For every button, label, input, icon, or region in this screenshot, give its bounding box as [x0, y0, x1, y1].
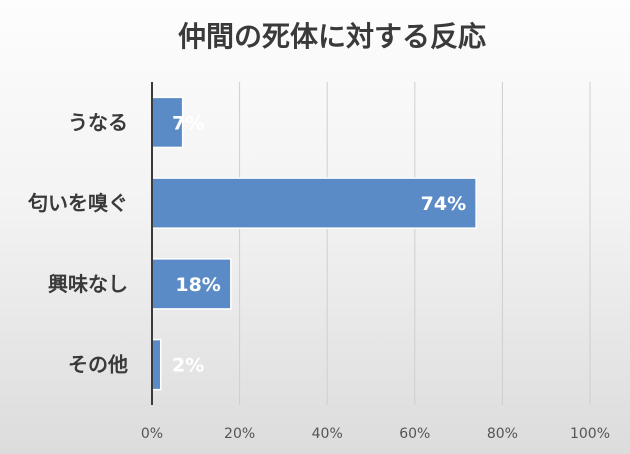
bar	[151, 338, 162, 391]
x-tick-label: 0%	[141, 426, 163, 442]
x-tick-label: 40%	[312, 426, 343, 442]
data-labels: 7% 74% 18% 2%	[172, 112, 466, 376]
category-label: 匂いを嗅ぐ	[27, 191, 128, 215]
data-label: 7%	[172, 112, 204, 134]
x-tick-label: 20%	[224, 426, 255, 442]
x-tick-label: 100%	[570, 426, 610, 442]
category-label: 興味なし	[48, 272, 128, 296]
data-label: 2%	[172, 355, 204, 377]
bar	[151, 96, 184, 149]
chart-title: 仲間の死体に対する反応	[178, 20, 486, 53]
data-label: 74%	[421, 193, 466, 215]
category-label: うなる	[68, 110, 128, 134]
bar	[151, 258, 232, 310]
bars	[151, 96, 477, 391]
x-tick-labels: 0% 20% 40% 60% 80% 100%	[141, 426, 610, 442]
x-tick-label: 80%	[487, 426, 518, 442]
data-label: 18%	[175, 274, 220, 296]
gridlines	[239, 82, 591, 405]
x-tick-label: 60%	[399, 426, 430, 442]
category-label: その他	[68, 353, 128, 377]
